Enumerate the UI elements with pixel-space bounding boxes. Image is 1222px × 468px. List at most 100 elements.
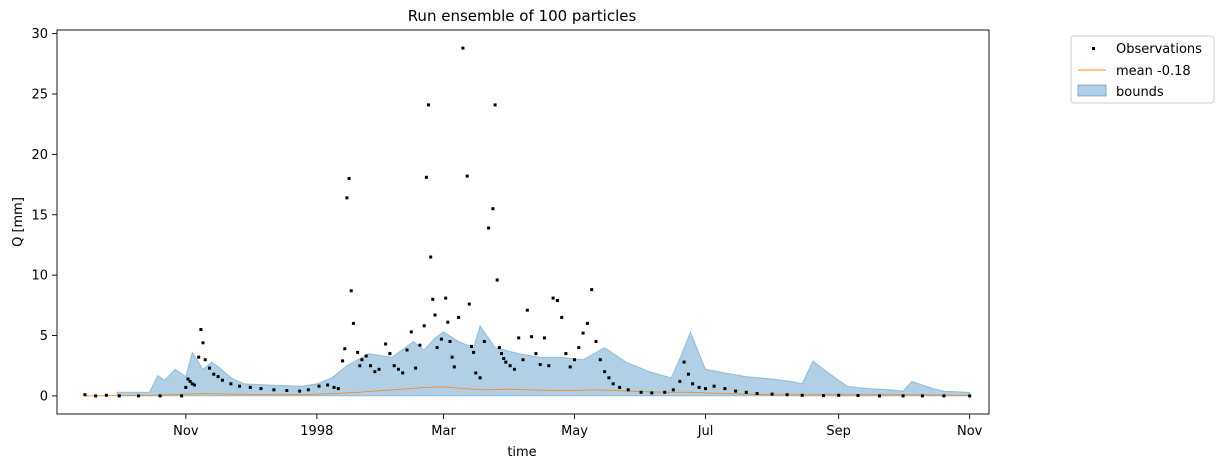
observation-point [639,390,643,394]
observation-point [435,346,439,350]
observation-point [306,388,310,392]
observation-point [744,390,748,394]
observation-point [538,363,542,366]
observation-point [446,320,450,324]
observation-point [396,367,400,371]
observation-point [686,372,690,376]
observation-point [414,366,418,370]
observation-point [467,302,471,306]
plot-area [56,29,990,415]
observation-point [199,328,203,331]
observation-point [384,342,388,346]
observation-point [272,388,276,392]
x-tick-label: Jul [697,424,714,439]
observation-point [560,315,564,319]
observation-point [229,382,233,386]
x-axis: Nov 1998 Mar May Jul Sep Nov [173,414,983,439]
observation-point [564,352,568,356]
observation-point [180,394,184,398]
observation-point [543,336,546,340]
observation-point [723,387,727,391]
observation-point [444,296,448,300]
x-tick-label: May [561,424,588,439]
observation-point [429,255,433,259]
observation-point [525,308,529,312]
observation-point [678,379,682,383]
y-tick-label: 20 [31,148,48,163]
observation-point [248,385,252,389]
observation-point [212,372,216,376]
observations-series [83,46,972,398]
observation-point [472,350,476,354]
observation-point [452,365,456,369]
legend-mean-label: mean -0.18 [1116,64,1191,79]
observation-point [822,394,826,398]
observation-point [856,394,860,397]
observation-point [603,370,607,374]
chart-title: Run ensemble of 100 particles [408,7,637,25]
legend: Observations mean -0.18 bounds [1070,35,1215,104]
observation-point [298,389,302,393]
observation-point [577,346,581,350]
observation-point [755,392,759,395]
observation-point [450,355,454,359]
observation-point [326,383,330,387]
observation-point [581,331,585,335]
observation-point [461,46,465,50]
observation-point [712,384,716,388]
observation-point [478,376,482,380]
y-tick-label: 30 [31,27,48,42]
y-tick-label: 5 [40,329,48,344]
plot-background [57,30,989,414]
observation-point [837,393,841,397]
y-tick-label: 10 [31,269,48,284]
observation-point [356,350,360,354]
observation-point [590,288,594,292]
observation-point [285,389,289,392]
observation-point [259,387,263,391]
observation-point [594,340,598,343]
observation-point [83,393,87,397]
observation-point [502,357,506,360]
legend-observations-marker [1092,47,1095,50]
observation-point [364,354,368,358]
observation-point [968,394,972,398]
observation-point [607,376,611,380]
observation-point [671,388,675,392]
observation-point [345,196,349,200]
x-tick-label: Sep [826,424,851,439]
observation-point [369,364,372,368]
observation-point [650,391,654,395]
observation-point [197,355,201,359]
observation-point [405,348,409,352]
observation-point [401,371,405,375]
observation-point [373,370,377,374]
observation-point [521,358,525,362]
observation-point [547,364,551,368]
observation-point [104,393,108,397]
observation-point [343,347,347,351]
observation-point [220,378,224,382]
observation-point [598,358,602,362]
observation-point [422,324,426,328]
observation-point [349,289,353,293]
observation-point [347,177,351,180]
observation-point [495,278,499,282]
observation-point [568,365,572,369]
observation-point [358,364,362,368]
observation-point [500,352,503,356]
observation-point [585,321,589,325]
y-axis-label: Q [mm] [11,197,26,247]
observation-point [734,389,738,393]
observation-point [704,387,707,391]
observation-point [137,394,141,398]
x-tick-label: Nov [957,424,983,439]
observation-point [534,352,538,356]
observation-point [203,358,207,362]
observation-point [512,367,516,371]
observation-point [663,390,667,394]
observation-point [360,358,364,362]
y-tick-label: 0 [40,389,48,404]
observation-point [392,364,396,368]
